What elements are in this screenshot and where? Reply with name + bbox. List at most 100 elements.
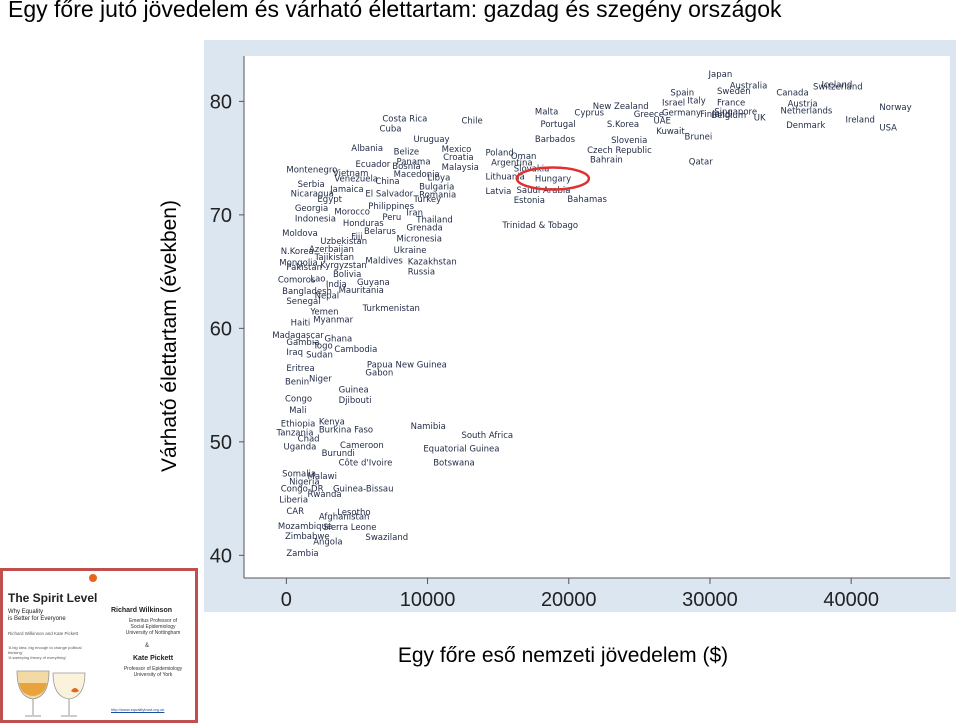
point-label: Pakistan bbox=[286, 263, 322, 273]
author-2-name: Kate Pickett bbox=[132, 655, 174, 662]
point-label: Ethiopia bbox=[281, 420, 316, 430]
point-label: Belarus bbox=[364, 227, 397, 237]
x-tick-label: 40000 bbox=[823, 589, 879, 611]
point-label: Grenada bbox=[406, 223, 442, 233]
point-label: Belgium bbox=[711, 111, 746, 121]
point-label: Chile bbox=[461, 117, 482, 127]
y-tick-label: 50 bbox=[210, 432, 232, 454]
point-label: Germany bbox=[662, 109, 701, 119]
ampersand: & bbox=[145, 643, 150, 649]
point-label: Canada bbox=[776, 88, 808, 98]
point-label: Bahrain bbox=[590, 155, 623, 165]
book-subtitle: Why Equality is Better for Everyone bbox=[8, 609, 96, 623]
point-label: Turkmenistan bbox=[362, 304, 420, 314]
point-label: Ireland bbox=[846, 116, 875, 126]
author-1-name: Richard Wilkinson bbox=[111, 607, 173, 614]
point-label: Brunei bbox=[685, 133, 713, 143]
equality-trust-link[interactable]: http://www.equalitytrust.org.uk bbox=[111, 707, 165, 712]
point-label: Kuwait bbox=[656, 127, 685, 137]
point-label: El Salvador bbox=[365, 189, 413, 199]
point-label: Honduras bbox=[343, 219, 384, 229]
point-label: Philippines bbox=[368, 202, 414, 212]
point-label: Equatorial Guinea bbox=[423, 445, 499, 455]
point-label: Mauritania bbox=[339, 286, 384, 296]
point-label: UAE bbox=[653, 117, 670, 127]
point-label: Nigeria bbox=[289, 478, 319, 488]
point-label: Micronesia bbox=[396, 235, 442, 245]
point-label: Venezuela bbox=[334, 175, 378, 185]
point-label: Gabon bbox=[365, 369, 393, 379]
point-label: Malawi bbox=[308, 472, 337, 482]
point-label: Angola bbox=[313, 538, 342, 548]
point-label: France bbox=[717, 99, 745, 109]
book-subtitle-line2: is Better for Everyone bbox=[8, 616, 66, 622]
point-label: Kenya bbox=[319, 417, 345, 427]
point-label: Bahamas bbox=[567, 195, 607, 205]
point-label: Guyana bbox=[357, 278, 390, 288]
point-label: Costa Rica bbox=[382, 114, 427, 124]
y-tick-label: 60 bbox=[210, 318, 232, 340]
author-2-role: Professor of Epidemiology University of … bbox=[111, 666, 195, 678]
hungary-highlight-circle bbox=[515, 166, 591, 191]
point-label: Niger bbox=[309, 374, 332, 384]
point-label: Tajikistan bbox=[314, 253, 354, 263]
point-label: Indonesia bbox=[295, 214, 336, 224]
point-label: Italy bbox=[687, 96, 705, 106]
y-axis-title: Várható élettartam (években) bbox=[158, 200, 181, 472]
point-label: Botswana bbox=[433, 458, 475, 468]
point-label: Switzerland bbox=[813, 83, 863, 93]
point-label: Morocco bbox=[334, 207, 370, 217]
point-label: Macedonia bbox=[394, 170, 440, 180]
point-label: Netherlands bbox=[781, 106, 833, 116]
point-label: South Africa bbox=[461, 431, 513, 441]
point-label: Trinidad & Tobago bbox=[501, 221, 578, 231]
point-label: Chad bbox=[298, 434, 320, 444]
point-label: Egypt bbox=[317, 195, 342, 205]
point-label: Eritrea bbox=[286, 364, 314, 374]
point-label: Romania bbox=[419, 190, 456, 200]
point-label: Vietnam bbox=[333, 169, 368, 179]
book-quotes: 'A big idea, big enough to change politi… bbox=[8, 645, 94, 660]
point-label: Finland bbox=[700, 110, 730, 120]
point-label: China bbox=[375, 177, 399, 187]
point-label: Peru bbox=[382, 213, 401, 223]
point-label: Haiti bbox=[291, 319, 311, 329]
point-label: Sweden bbox=[717, 87, 751, 97]
point-label: Mongolia bbox=[279, 259, 317, 269]
point-label: Uzbekistan bbox=[320, 237, 367, 247]
point-label: Poland bbox=[485, 148, 513, 158]
point-label: Slovenia bbox=[611, 136, 647, 146]
point-label: Kazakhstan bbox=[408, 257, 457, 267]
point-label: Côte d'Ivoire bbox=[339, 457, 393, 468]
point-label: Bulgaria bbox=[419, 183, 454, 193]
point-label: Cameroon bbox=[340, 441, 384, 451]
point-label: Bolivia bbox=[333, 270, 361, 280]
point-label: Somalia bbox=[282, 470, 316, 480]
point-label: CAR bbox=[286, 507, 304, 517]
book-subtitle-line1: Why Equality bbox=[8, 609, 44, 615]
point-label: Denmark bbox=[786, 121, 825, 131]
x-axis-title: Egy főre eső nemzeti jövedelem ($) bbox=[397, 644, 729, 667]
point-label: Malaysia bbox=[442, 163, 479, 173]
point-label: Latvia bbox=[485, 187, 511, 197]
point-label: Mali bbox=[289, 406, 306, 416]
point-label: Turkey bbox=[412, 195, 441, 205]
x-tick-label: 20000 bbox=[541, 589, 597, 611]
y-tick-label: 80 bbox=[210, 91, 232, 113]
x-tick-label: 30000 bbox=[682, 589, 738, 611]
point-label: Azerbaijan bbox=[309, 245, 354, 255]
point-label: Belize bbox=[394, 147, 419, 157]
point-label: Togo bbox=[312, 341, 333, 351]
point-label: Senegal bbox=[286, 297, 320, 307]
point-label: Zimbabwe bbox=[285, 532, 330, 542]
point-label: Qatar bbox=[689, 158, 713, 168]
point-label: Cyprus bbox=[574, 109, 604, 119]
point-label: USA bbox=[879, 123, 897, 133]
author-1-role-line3: University of Nottingham bbox=[125, 630, 181, 636]
point-label: Cambodia bbox=[334, 345, 377, 355]
point-label: Maldives bbox=[365, 256, 403, 266]
point-label: Japan bbox=[708, 70, 733, 80]
y-tick-label: 40 bbox=[210, 545, 232, 567]
author-2-role-line1: Professor of Epidemiology bbox=[123, 666, 183, 672]
point-label: New Zealand bbox=[593, 102, 649, 112]
